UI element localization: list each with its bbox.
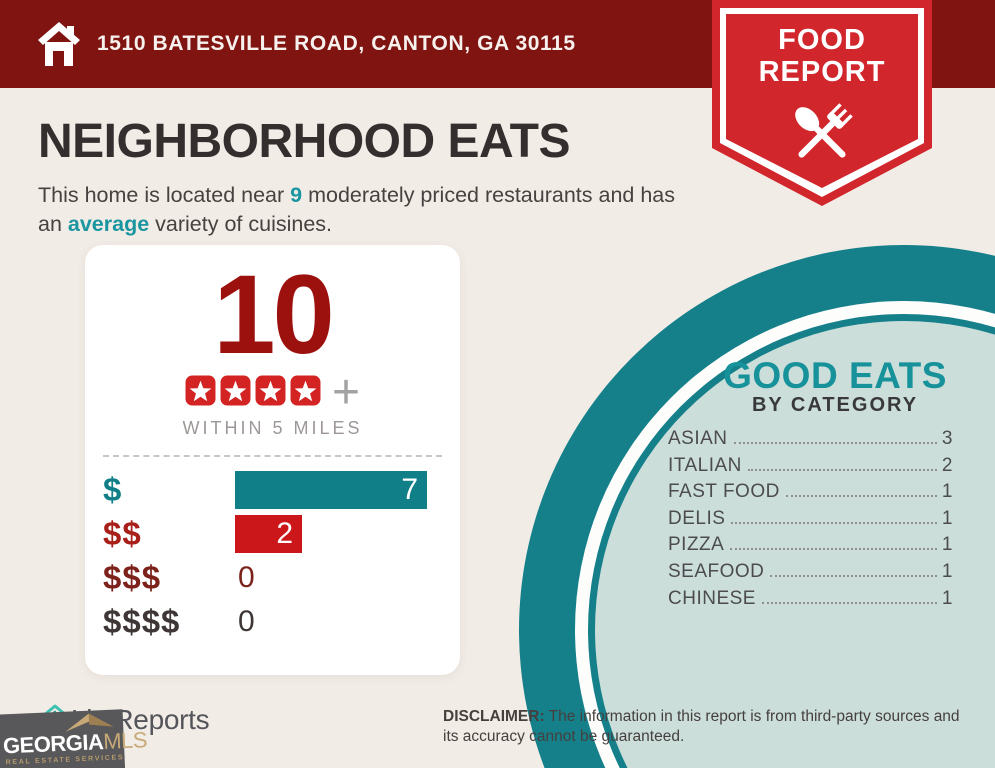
cuisine-category-label: ITALIAN (668, 454, 742, 476)
gold-roof-icon (65, 713, 114, 732)
cuisine-category-row: SEAFOOD 1 (668, 561, 953, 588)
yelp-star-icon (220, 375, 251, 411)
georgia-mls-wordmark: GEORGIAMLS (2, 727, 147, 759)
ribbon-title: FOOD REPORT (712, 24, 932, 88)
cuisine-category-count: 3 (941, 428, 953, 449)
price-tier-value: 0 (238, 561, 255, 594)
dotted-leader (761, 601, 937, 604)
cuisine-category-label: DELIS (668, 507, 726, 529)
price-tier-row: $$ 2 (103, 515, 460, 553)
price-tier-row: $7 (103, 471, 460, 509)
variety-highlight: average (67, 212, 150, 236)
yelp-star-icon (290, 375, 321, 411)
cuisine-category-count: 1 (941, 534, 953, 556)
cuisine-category-row: FAST FOOD 1 (668, 481, 953, 508)
ribbon-shape (712, 0, 932, 206)
cuisine-category-row: PIZZA 1 (668, 534, 953, 561)
restaurant-total-count: 10 (213, 252, 335, 377)
dotted-leader (733, 442, 937, 444)
cuisine-category-list: ASIAN 3 ITALIAN 2 FAST FOOD 1 DELIS 1 PIZZA 1 SEAF… (668, 428, 953, 614)
yelp-star-icon (255, 375, 286, 411)
cuisine-category-count: 1 (941, 481, 953, 503)
home-icon (38, 22, 80, 66)
cuisine-category-count: 1 (941, 560, 953, 582)
price-tier-label: $$ (103, 515, 142, 552)
ribbon-title-line1: FOOD (778, 24, 866, 56)
price-tier-chart: $7 $$ 2 $$$ 0 $$$$ 0 (103, 471, 460, 641)
page-subtitle: This home is located near 9 moderately p… (38, 181, 693, 239)
price-tier-bar: 7 (235, 471, 427, 509)
page-title: NEIGHBORHOOD EATS (38, 115, 570, 168)
cuisine-category-count: 2 (941, 454, 953, 476)
cuisine-category-row: ASIAN 3 (668, 428, 953, 455)
mls-text: MLS (102, 727, 148, 755)
crossed-spoon-fork-icon (795, 103, 853, 158)
price-tier-row: $$$ 0 (103, 559, 460, 597)
good-eats-title: GOOD EATS (723, 355, 947, 396)
disclaimer-text: The information in this report is from t… (443, 708, 960, 745)
price-tier-label: $$$$ (103, 603, 181, 640)
georgia-text: GEORGIA (2, 729, 104, 759)
price-tier-value: 2 (276, 517, 293, 550)
cuisine-category-label: ASIAN (668, 428, 728, 449)
disclaimer-label: DISCLAIMER: (443, 708, 545, 725)
restaurant-summary-card: 10 + WITHIN 5 MILES $7 $$ 2 $$$ 0 $$$$ 0 (85, 245, 460, 675)
cuisine-category-label: SEAFOOD (668, 560, 765, 582)
disclaimer: DISCLAIMER: The information in this repo… (443, 707, 971, 747)
star-rating: + (85, 365, 460, 419)
dotted-leader (730, 548, 937, 551)
price-tier-label: $$$ (103, 559, 162, 596)
radius-caption: WITHIN 5 MILES (182, 418, 363, 438)
dotted-leader (747, 468, 937, 471)
cuisine-category-row: DELIS 1 (668, 508, 953, 535)
price-tier-row: $$$$ 0 (103, 603, 460, 641)
cuisine-category-label: PIZZA (668, 534, 725, 556)
food-report-ribbon: FOOD REPORT (712, 0, 932, 212)
cuisine-category-label: CHINESE (668, 587, 756, 609)
cuisine-category-count: 1 (941, 507, 953, 529)
yelp-star-icon (185, 375, 216, 411)
subtitle-text: moderately priced restaurants and has an (38, 183, 675, 236)
price-tier-label: $ (103, 471, 123, 508)
star-icons (185, 375, 321, 411)
restaurant-count-highlight: 9 (290, 183, 303, 207)
price-tier-value: 7 (401, 473, 418, 506)
property-address: 1510 BATESVILLE ROAD, CANTON, GA 30115 (97, 32, 576, 55)
plus-sign: + (331, 365, 361, 419)
subtitle-text: variety of cuisines. (149, 212, 333, 236)
ribbon-title-line2: REPORT (758, 56, 886, 88)
price-tier-bar: 2 (235, 515, 302, 553)
dotted-leader (770, 574, 937, 577)
cuisine-category-row: CHINESE 1 (668, 588, 953, 615)
price-tier-value: 0 (238, 605, 255, 638)
subtitle-text: This home is located near (38, 183, 291, 207)
dashed-divider (103, 455, 442, 457)
dotted-leader (785, 495, 937, 498)
dotted-leader (731, 521, 937, 524)
georgia-mls-logo: GEORGIAMLS REAL ESTATE SERVICES (0, 709, 148, 768)
cuisine-category-count: 1 (941, 587, 953, 609)
good-eats-subtitle: BY CATEGORY (751, 394, 919, 416)
cuisine-category-label: FAST FOOD (668, 481, 780, 503)
cuisine-category-row: ITALIAN 2 (668, 455, 953, 482)
